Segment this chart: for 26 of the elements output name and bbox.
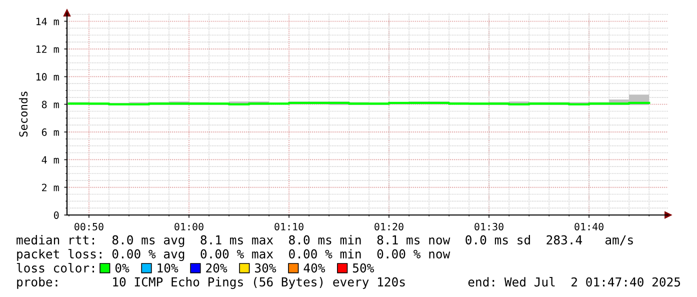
legend-label: 40% [304, 263, 326, 273]
y-tick-label: 14 m [36, 18, 59, 26]
y-tick-label: 8 m [42, 100, 59, 108]
legend-label: 20% [206, 263, 228, 273]
y-tick-label: 6 m [42, 128, 59, 136]
text: end: Wed Jul 2 01:47:40 2025 [468, 277, 680, 287]
text: packet loss: 0.00 % avg 0.00 % max 0.00 % min 0.00 % now [17, 249, 450, 261]
y-tick-label: 10 m [36, 73, 59, 81]
x-tick-label: 00:50 [74, 222, 104, 230]
legend-title: loss color: [16, 263, 94, 273]
y-tick-label: 12 m [36, 45, 59, 53]
x-tick-label: 01:00 [174, 222, 204, 230]
x-tick-label: 01:40 [574, 222, 604, 230]
legend-label: 50% [352, 263, 374, 273]
x-tick-label: 01:10 [274, 222, 304, 230]
x-tick-label: 01:30 [474, 222, 504, 230]
text: median rtt: 8.0 ms avg 8.1 ms max 8.0 ms min 8.1 ms now 0.0 ms sd 283.4 am/s [16, 235, 633, 247]
legend-label: 30% [255, 263, 276, 273]
legend-label: 10% [158, 263, 178, 273]
y-tick-label: 2 m [42, 184, 59, 192]
y-tick-label: 0 [54, 211, 59, 219]
x-tick-label: 01:20 [374, 222, 404, 230]
y-tick-label: 4 m [42, 156, 59, 164]
text: probe: 10 ICMP Echo Pings (56 Bytes) every 120s [17, 277, 405, 289]
legend-label: 0% [115, 263, 130, 273]
y-axis-title: Seconds [18, 92, 28, 137]
